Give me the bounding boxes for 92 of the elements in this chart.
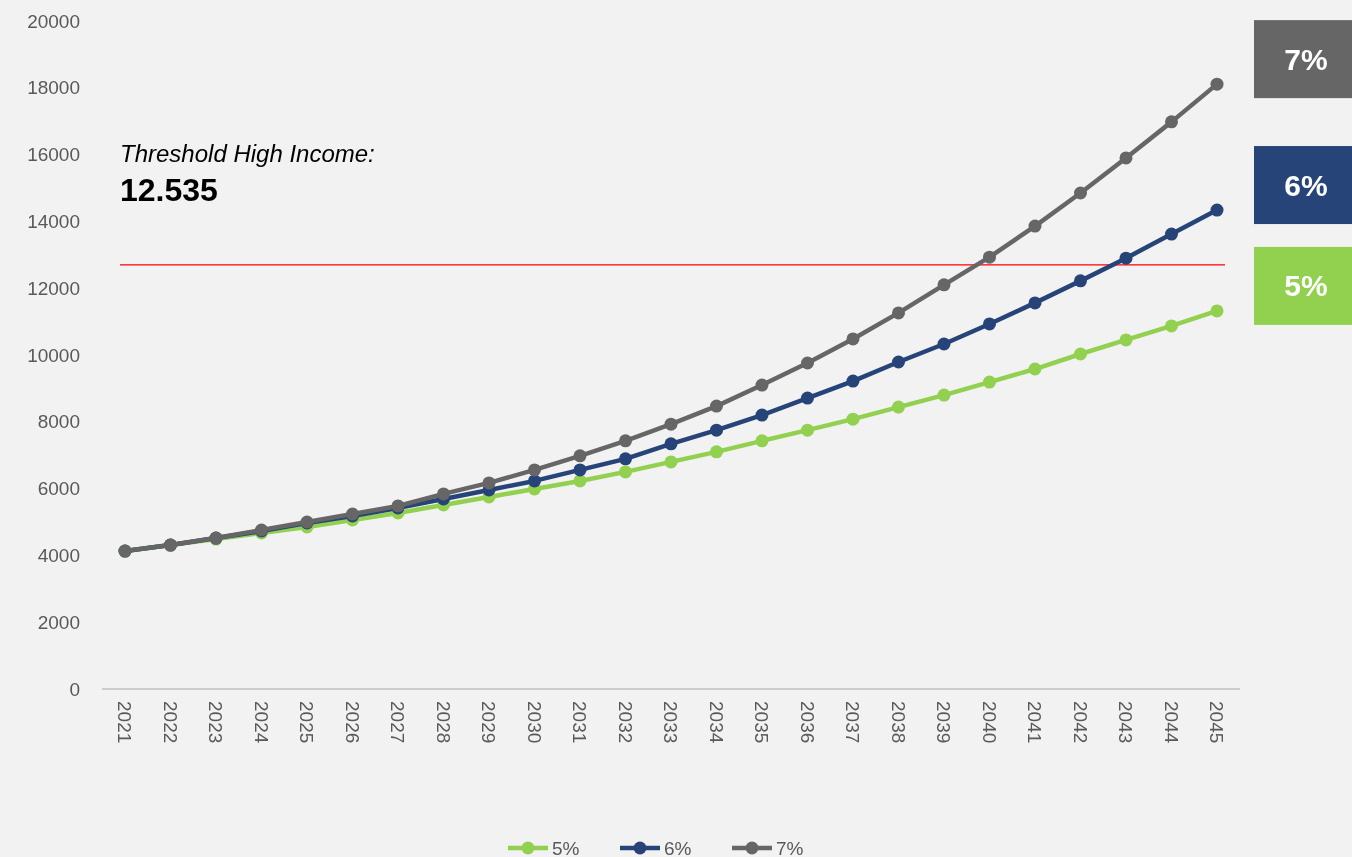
x-tick-label: 2038 — [887, 701, 909, 744]
point — [1210, 203, 1224, 217]
point — [846, 412, 860, 426]
y-tick-label: 8000 — [37, 411, 80, 433]
x-tick-label: 2025 — [296, 701, 317, 744]
point — [1119, 251, 1133, 265]
point — [573, 463, 587, 477]
point — [619, 434, 632, 448]
point — [710, 399, 723, 413]
x-tick-label: 2041 — [1024, 701, 1045, 744]
x-tick-label: 2033 — [660, 701, 681, 744]
annotation: 12.535 — [120, 172, 218, 208]
text: 7% — [1284, 42, 1328, 76]
x-tick-label: 2022 — [159, 701, 181, 744]
point — [801, 391, 814, 405]
point — [892, 355, 905, 369]
point — [755, 434, 769, 448]
x-tick-label: 2045 — [1206, 701, 1227, 744]
x-tick-label: 2037 — [842, 701, 863, 744]
point — [983, 250, 996, 264]
point — [937, 337, 951, 351]
point — [1074, 186, 1087, 200]
x-tick-label: 2029 — [478, 701, 499, 744]
x-tick-label: 2042 — [1069, 701, 1091, 744]
point — [1119, 151, 1133, 165]
point — [710, 423, 723, 437]
point — [1165, 227, 1178, 241]
point — [892, 400, 905, 414]
x-tick-label: 2024 — [250, 701, 272, 744]
y-tick-label: 14000 — [27, 211, 80, 233]
x-tick-label: 2040 — [978, 701, 1000, 744]
y-tick-label: 18000 — [27, 77, 80, 99]
x-tick-label: 2023 — [205, 701, 226, 744]
point — [846, 332, 860, 346]
y-tick-label: 6000 — [37, 478, 80, 500]
text: 5% — [1284, 269, 1328, 303]
point — [1074, 274, 1087, 288]
x-tick-label: 2036 — [796, 701, 818, 744]
point — [1210, 304, 1224, 318]
y-tick-label: 0 — [69, 678, 80, 700]
y-tick-label: 16000 — [27, 144, 80, 166]
point — [892, 306, 905, 320]
point — [801, 356, 814, 370]
point — [528, 474, 541, 488]
point — [937, 278, 951, 292]
point — [619, 452, 632, 466]
point — [482, 476, 496, 490]
point — [1210, 77, 1224, 91]
y-tick-label: 12000 — [27, 277, 80, 299]
point — [1165, 319, 1178, 333]
y-tick-label: 10000 — [27, 344, 80, 366]
point — [1074, 347, 1087, 361]
x-tick-label: 2030 — [523, 701, 545, 744]
point — [437, 487, 450, 501]
point — [1028, 219, 1042, 233]
y-tick-label: 20000 — [27, 10, 80, 32]
x-tick-label: 2026 — [341, 701, 363, 744]
point — [983, 375, 996, 389]
point — [755, 378, 769, 392]
point — [710, 445, 723, 459]
point — [1028, 296, 1042, 310]
y-tick-label: 2000 — [37, 611, 80, 633]
legend-label: 5% — [552, 837, 580, 857]
x-tick-label: 2034 — [705, 701, 727, 744]
point — [664, 417, 678, 431]
point — [983, 317, 996, 331]
point — [619, 465, 632, 479]
point — [937, 388, 951, 402]
point — [1165, 115, 1178, 129]
point — [1028, 362, 1042, 376]
y-tick-label: 4000 — [37, 545, 80, 567]
point — [755, 408, 769, 422]
x-tick-label: 2031 — [569, 701, 590, 744]
x-tick-label: 2044 — [1160, 701, 1182, 744]
legend-label: 6% — [664, 837, 692, 857]
annotation: Threshold High Income: — [120, 140, 375, 167]
point — [801, 423, 814, 437]
point — [528, 463, 541, 477]
point — [573, 449, 587, 463]
x-tick-label: 2039 — [933, 701, 954, 744]
point — [664, 455, 678, 469]
x-tick-label: 2028 — [432, 701, 454, 744]
x-tick-label: 2043 — [1115, 701, 1136, 744]
x-tick-label: 2027 — [387, 701, 408, 744]
x-tick-label: 2035 — [751, 701, 772, 744]
point — [664, 437, 678, 451]
x-tick-label: 2032 — [614, 701, 636, 744]
point — [846, 374, 860, 388]
point — [1119, 333, 1133, 347]
x-tick-label: 2021 — [114, 701, 135, 744]
legend-label: 7% — [776, 837, 804, 857]
text: 6% — [1284, 168, 1328, 202]
